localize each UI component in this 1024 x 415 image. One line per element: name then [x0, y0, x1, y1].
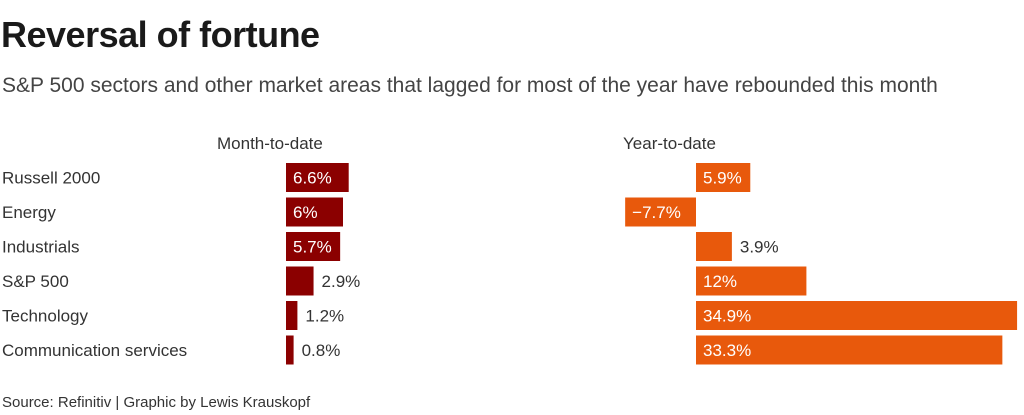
month-to-date-value-label: 2.9% — [322, 272, 361, 291]
year-to-date-value-label: 3.9% — [740, 238, 779, 257]
year-to-date-value-label: −7.7% — [632, 203, 681, 222]
year-to-date-bar — [696, 301, 1018, 330]
category-label: S&P 500 — [2, 272, 69, 291]
category-label: Technology — [2, 307, 89, 326]
month-to-date-value-label: 6.6% — [293, 169, 332, 188]
month-to-date-bar — [286, 232, 341, 261]
month-to-date-bar — [286, 335, 294, 365]
category-label: Industrials — [2, 238, 79, 257]
year-to-date-value-label: 34.9% — [703, 307, 751, 326]
chart-subtitle: S&P 500 sectors and other market areas t… — [2, 74, 938, 97]
month-to-date-bar — [286, 197, 343, 227]
year-to-date-header: Year-to-date — [623, 134, 716, 153]
month-to-date-value-label: 0.8% — [302, 341, 341, 360]
year-to-date-bar — [696, 266, 807, 296]
year-to-date-value-label: 12% — [703, 272, 737, 291]
month-to-date-header: Month-to-date — [217, 134, 323, 153]
category-label: Communication services — [2, 341, 187, 360]
year-to-date-bar — [625, 197, 696, 227]
month-to-date-value-label: 1.2% — [305, 307, 344, 326]
category-label: Energy — [2, 203, 56, 222]
month-to-date-bar — [286, 163, 349, 192]
category-label: Russell 2000 — [2, 169, 100, 188]
month-to-date-value-label: 5.7% — [293, 238, 332, 257]
month-to-date-value-label: 6% — [293, 203, 318, 222]
chart-title: Reversal of fortune — [1, 14, 320, 55]
year-to-date-value-label: 5.9% — [703, 169, 742, 188]
year-to-date-value-label: 33.3% — [703, 341, 751, 360]
year-to-date-bar — [696, 163, 751, 192]
year-to-date-bar — [696, 335, 1003, 365]
month-to-date-bar — [286, 301, 298, 330]
year-to-date-bar — [696, 232, 732, 261]
source-note: Source: Refinitiv | Graphic by Lewis Kra… — [2, 394, 311, 411]
month-to-date-bar — [286, 266, 314, 296]
